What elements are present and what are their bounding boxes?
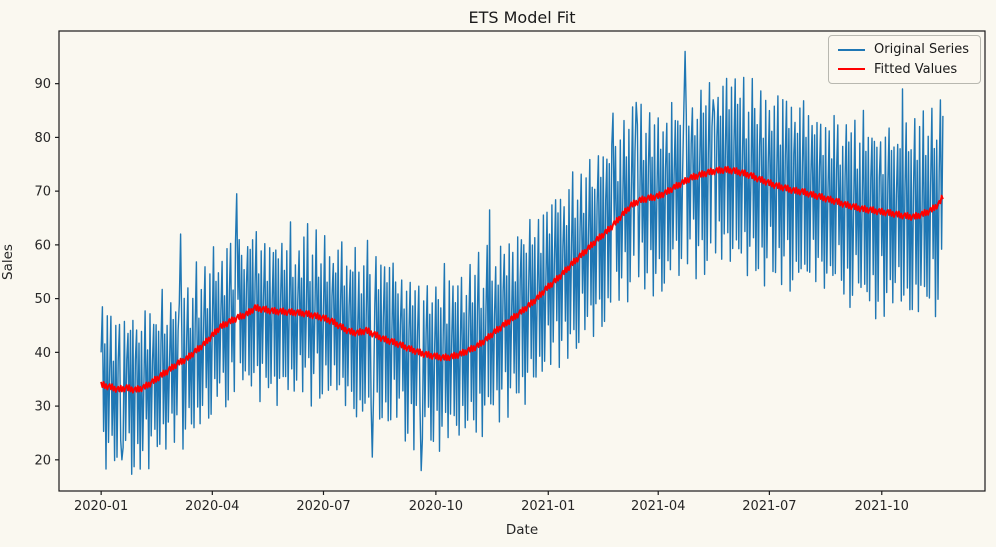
x-tick-label: 2020-10 (409, 499, 463, 514)
legend-label-fitted: Fitted Values (874, 61, 958, 77)
y-tick-label: 80 (34, 131, 51, 146)
original-series-line-icon (838, 48, 865, 51)
fitted-values-line (100, 165, 944, 394)
y-axis-label: Sales (0, 244, 16, 280)
chart-title: ETS Model Fit (468, 8, 576, 27)
x-tick-label: 2020-07 (296, 499, 350, 514)
legend: Original Series Fitted Values (828, 35, 981, 84)
x-tick-label: 2020-01 (74, 499, 128, 514)
legend-entry-fitted: Fitted Values (838, 62, 972, 77)
y-tick-label: 60 (34, 238, 51, 253)
x-axis-label: Date (505, 522, 539, 538)
y-tick-label: 30 (34, 400, 51, 415)
x-tick-label: 2021-07 (742, 499, 796, 514)
x-tick-label: 2021-01 (521, 499, 575, 514)
y-tick-label: 50 (34, 292, 51, 307)
y-tick-label: 90 (34, 77, 51, 92)
x-tick-label: 2021-10 (855, 499, 909, 514)
y-tick-label: 40 (34, 346, 51, 361)
x-tick-label: 2021-04 (631, 499, 685, 514)
fitted-values-line-icon (838, 68, 865, 71)
legend-label-original: Original Series (874, 42, 969, 58)
legend-entry-original: Original Series (838, 42, 972, 57)
x-tick-label: 2020-04 (185, 499, 239, 514)
y-tick-label: 20 (34, 453, 51, 468)
y-tick-label: 70 (34, 185, 51, 200)
